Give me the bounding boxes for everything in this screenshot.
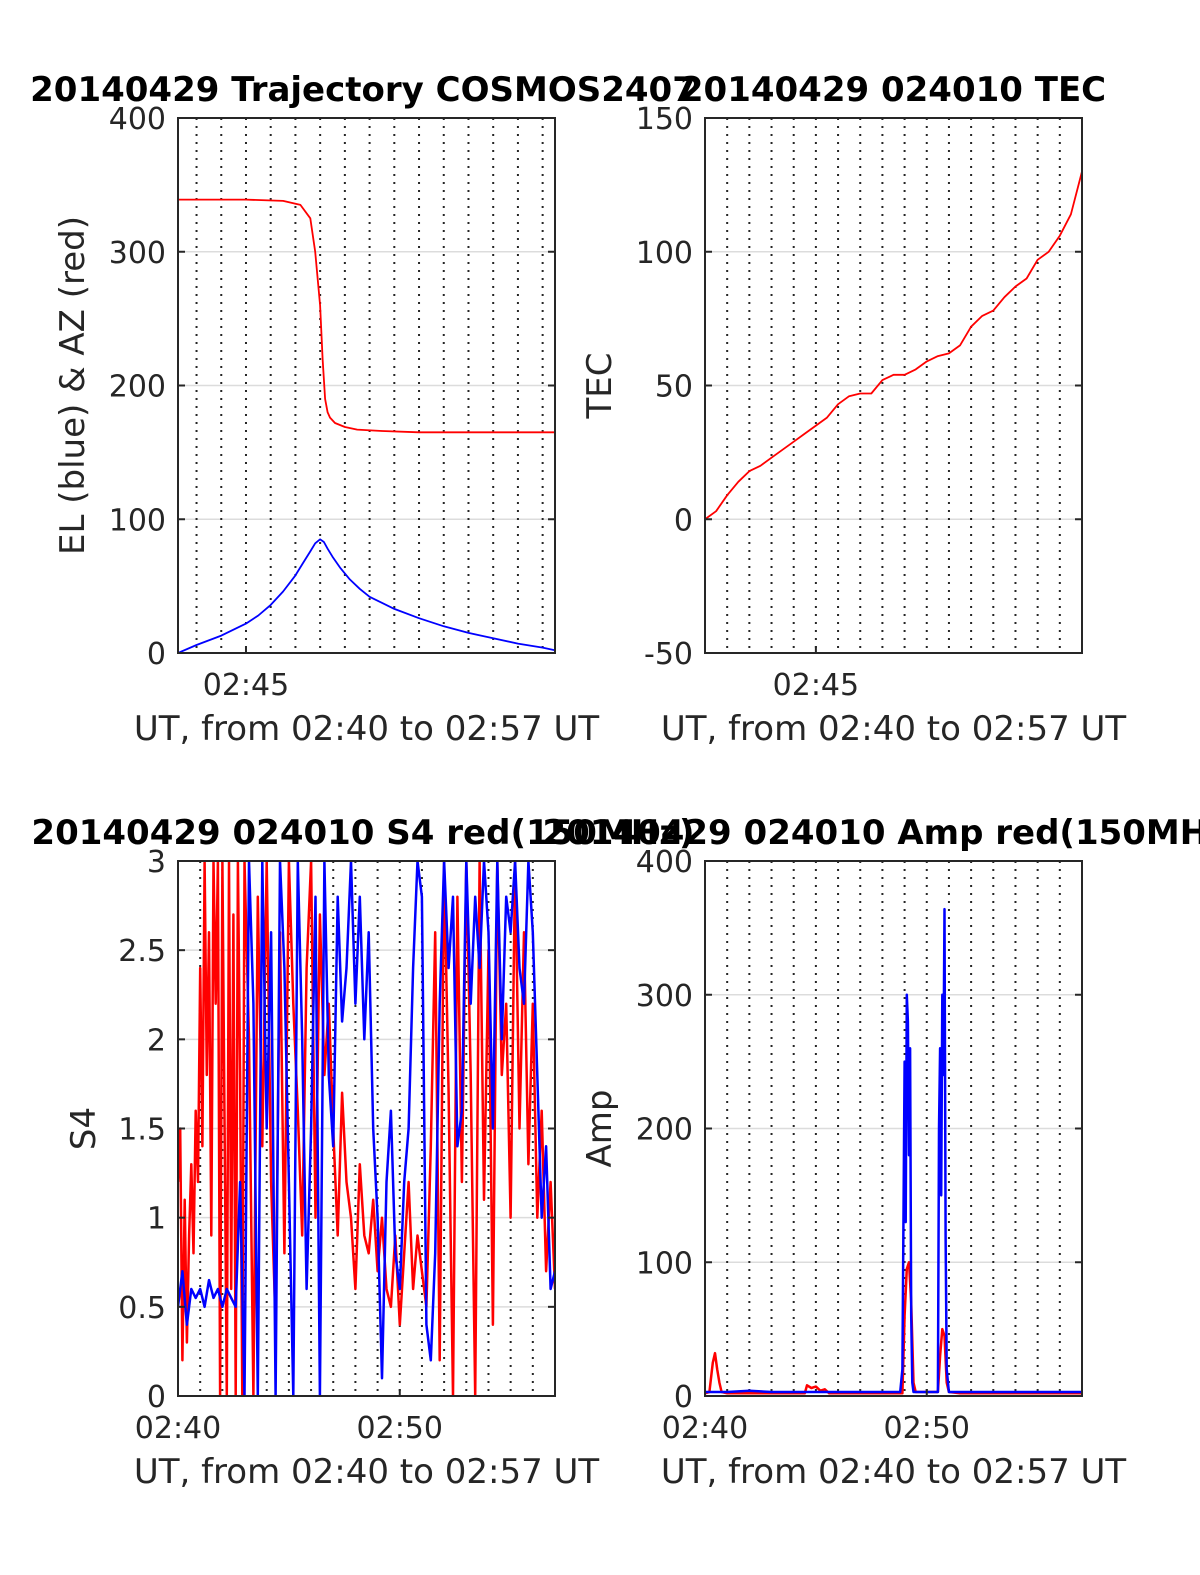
x-tick-label: 02:50 — [884, 1411, 970, 1446]
x-tick-label: 02:40 — [662, 1411, 748, 1446]
x-tick-label: 02:45 — [773, 668, 859, 703]
y-tick-label: 0 — [147, 1380, 166, 1415]
chart-title: 20140429 024010 TEC — [680, 70, 1106, 110]
y-axis-label: S4 — [64, 1107, 104, 1150]
y-tick-label: 100 — [109, 503, 166, 538]
y-tick-label: 50 — [655, 370, 693, 405]
y-tick-label: -50 — [644, 637, 693, 672]
y-tick-label: 2.5 — [118, 934, 166, 969]
chart-title: 20140429 024010 S4 red(150MHz) — [31, 813, 694, 853]
y-axis-label: EL (blue) & AZ (red) — [53, 216, 93, 555]
x-axis-label: UT, from 02:40 to 02:57 UT — [661, 1452, 1127, 1492]
x-axis-label: UT, from 02:40 to 02:57 UT — [134, 1452, 600, 1492]
x-tick-label: 02:50 — [357, 1411, 443, 1446]
y-tick-label: 1.5 — [118, 1113, 166, 1148]
series-line-0 — [705, 1261, 1082, 1395]
series-line-0 — [178, 198, 555, 434]
series-line-1 — [705, 907, 1082, 1394]
panel-tec: -50 0 50 100 150 02:45 20140429 024010 TEC UT, … — [580, 70, 1126, 749]
y-tick-label: 200 — [636, 1113, 693, 1148]
y-tick-label: 0.5 — [118, 1291, 166, 1326]
x-axis-label: UT, from 02:40 to 02:57 UT — [661, 709, 1127, 749]
series-line-1 — [178, 861, 555, 1396]
y-tick-label: 2 — [147, 1023, 166, 1058]
y-tick-label: 400 — [636, 845, 693, 880]
y-tick-label: 1 — [147, 1202, 166, 1237]
y-tick-label: 100 — [636, 1246, 693, 1281]
chart-title: 20140429 024010 Amp red(150MHz) — [542, 813, 1200, 853]
y-tick-label: 150 — [636, 102, 693, 137]
x-tick-label: 02:45 — [203, 668, 289, 703]
series-line-0 — [705, 171, 1082, 521]
y-tick-label: 100 — [636, 236, 693, 271]
x-tick-label: 02:40 — [135, 1411, 221, 1446]
y-axis-label: Amp — [580, 1090, 620, 1168]
y-tick-label: 3 — [147, 845, 166, 880]
y-tick-label: 200 — [109, 370, 166, 405]
series-line-1 — [178, 538, 555, 653]
y-tick-label: 300 — [636, 979, 693, 1014]
y-tick-label: 0 — [674, 1380, 693, 1415]
panel-trajectory: 0 100 200 300 400 02:45 20140429 Trajectory CO… — [30, 70, 696, 749]
y-tick-label: 0 — [674, 503, 693, 538]
x-axis-label: UT, from 02:40 to 02:57 UT — [134, 709, 600, 749]
chart-title: 20140429 Trajectory COSMOS2407 — [30, 70, 696, 110]
y-tick-label: 400 — [109, 102, 166, 137]
panel-amp: 0 100 200 300 400 02:40 02:50 20140429 024010 A… — [542, 813, 1200, 1492]
y-tick-label: 0 — [147, 637, 166, 672]
y-tick-label: 300 — [109, 236, 166, 271]
y-axis-label: TEC — [580, 353, 620, 420]
panel-s4: 0 0.5 1 1.5 2 2.5 3 02:40 02:50 20140429 024010 S… — [31, 813, 694, 1492]
